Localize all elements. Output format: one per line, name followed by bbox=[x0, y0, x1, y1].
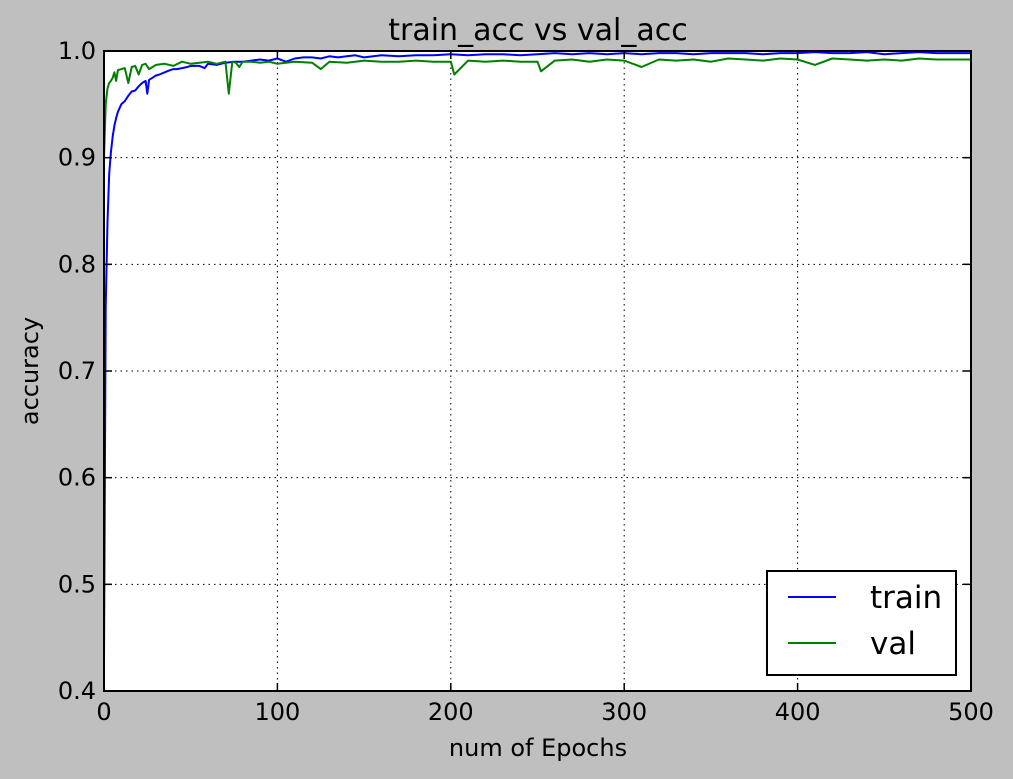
y-tick-label: 0.5 bbox=[58, 570, 96, 598]
x-tick-labels: 0 100 200 300 400 500 bbox=[96, 698, 994, 726]
y-axis-label: accuracy bbox=[16, 317, 44, 425]
x-tick-label: 300 bbox=[601, 698, 647, 726]
y-tick-label: 0.7 bbox=[58, 357, 96, 385]
y-tick-label: 0.4 bbox=[58, 677, 96, 705]
series-line-train bbox=[103, 51, 971, 660]
y-tick-labels: 0.4 0.5 0.6 0.7 0.8 0.9 1.0 bbox=[58, 37, 96, 705]
axis-ticks bbox=[103, 50, 972, 692]
series-lines bbox=[103, 51, 971, 660]
legend: train val bbox=[766, 570, 957, 676]
y-tick-label: 1.0 bbox=[58, 37, 96, 65]
x-tick-label: 100 bbox=[254, 698, 300, 726]
legend-label-val: val bbox=[870, 626, 916, 662]
chart-title: train_acc vs val_acc bbox=[388, 13, 688, 48]
y-tick-label: 0.8 bbox=[58, 250, 96, 278]
x-tick-label: 500 bbox=[948, 698, 994, 726]
series-line-val bbox=[103, 57, 971, 158]
legend-box bbox=[766, 570, 957, 676]
legend-label-train: train bbox=[870, 580, 942, 616]
y-tick-label: 0.9 bbox=[58, 144, 96, 172]
x-axis-label: num of Epochs bbox=[449, 734, 627, 762]
y-tick-label: 0.6 bbox=[58, 464, 96, 492]
x-tick-label: 200 bbox=[428, 698, 474, 726]
grid-lines bbox=[104, 51, 971, 691]
x-tick-label: 0 bbox=[96, 698, 111, 726]
x-tick-label: 400 bbox=[775, 698, 821, 726]
